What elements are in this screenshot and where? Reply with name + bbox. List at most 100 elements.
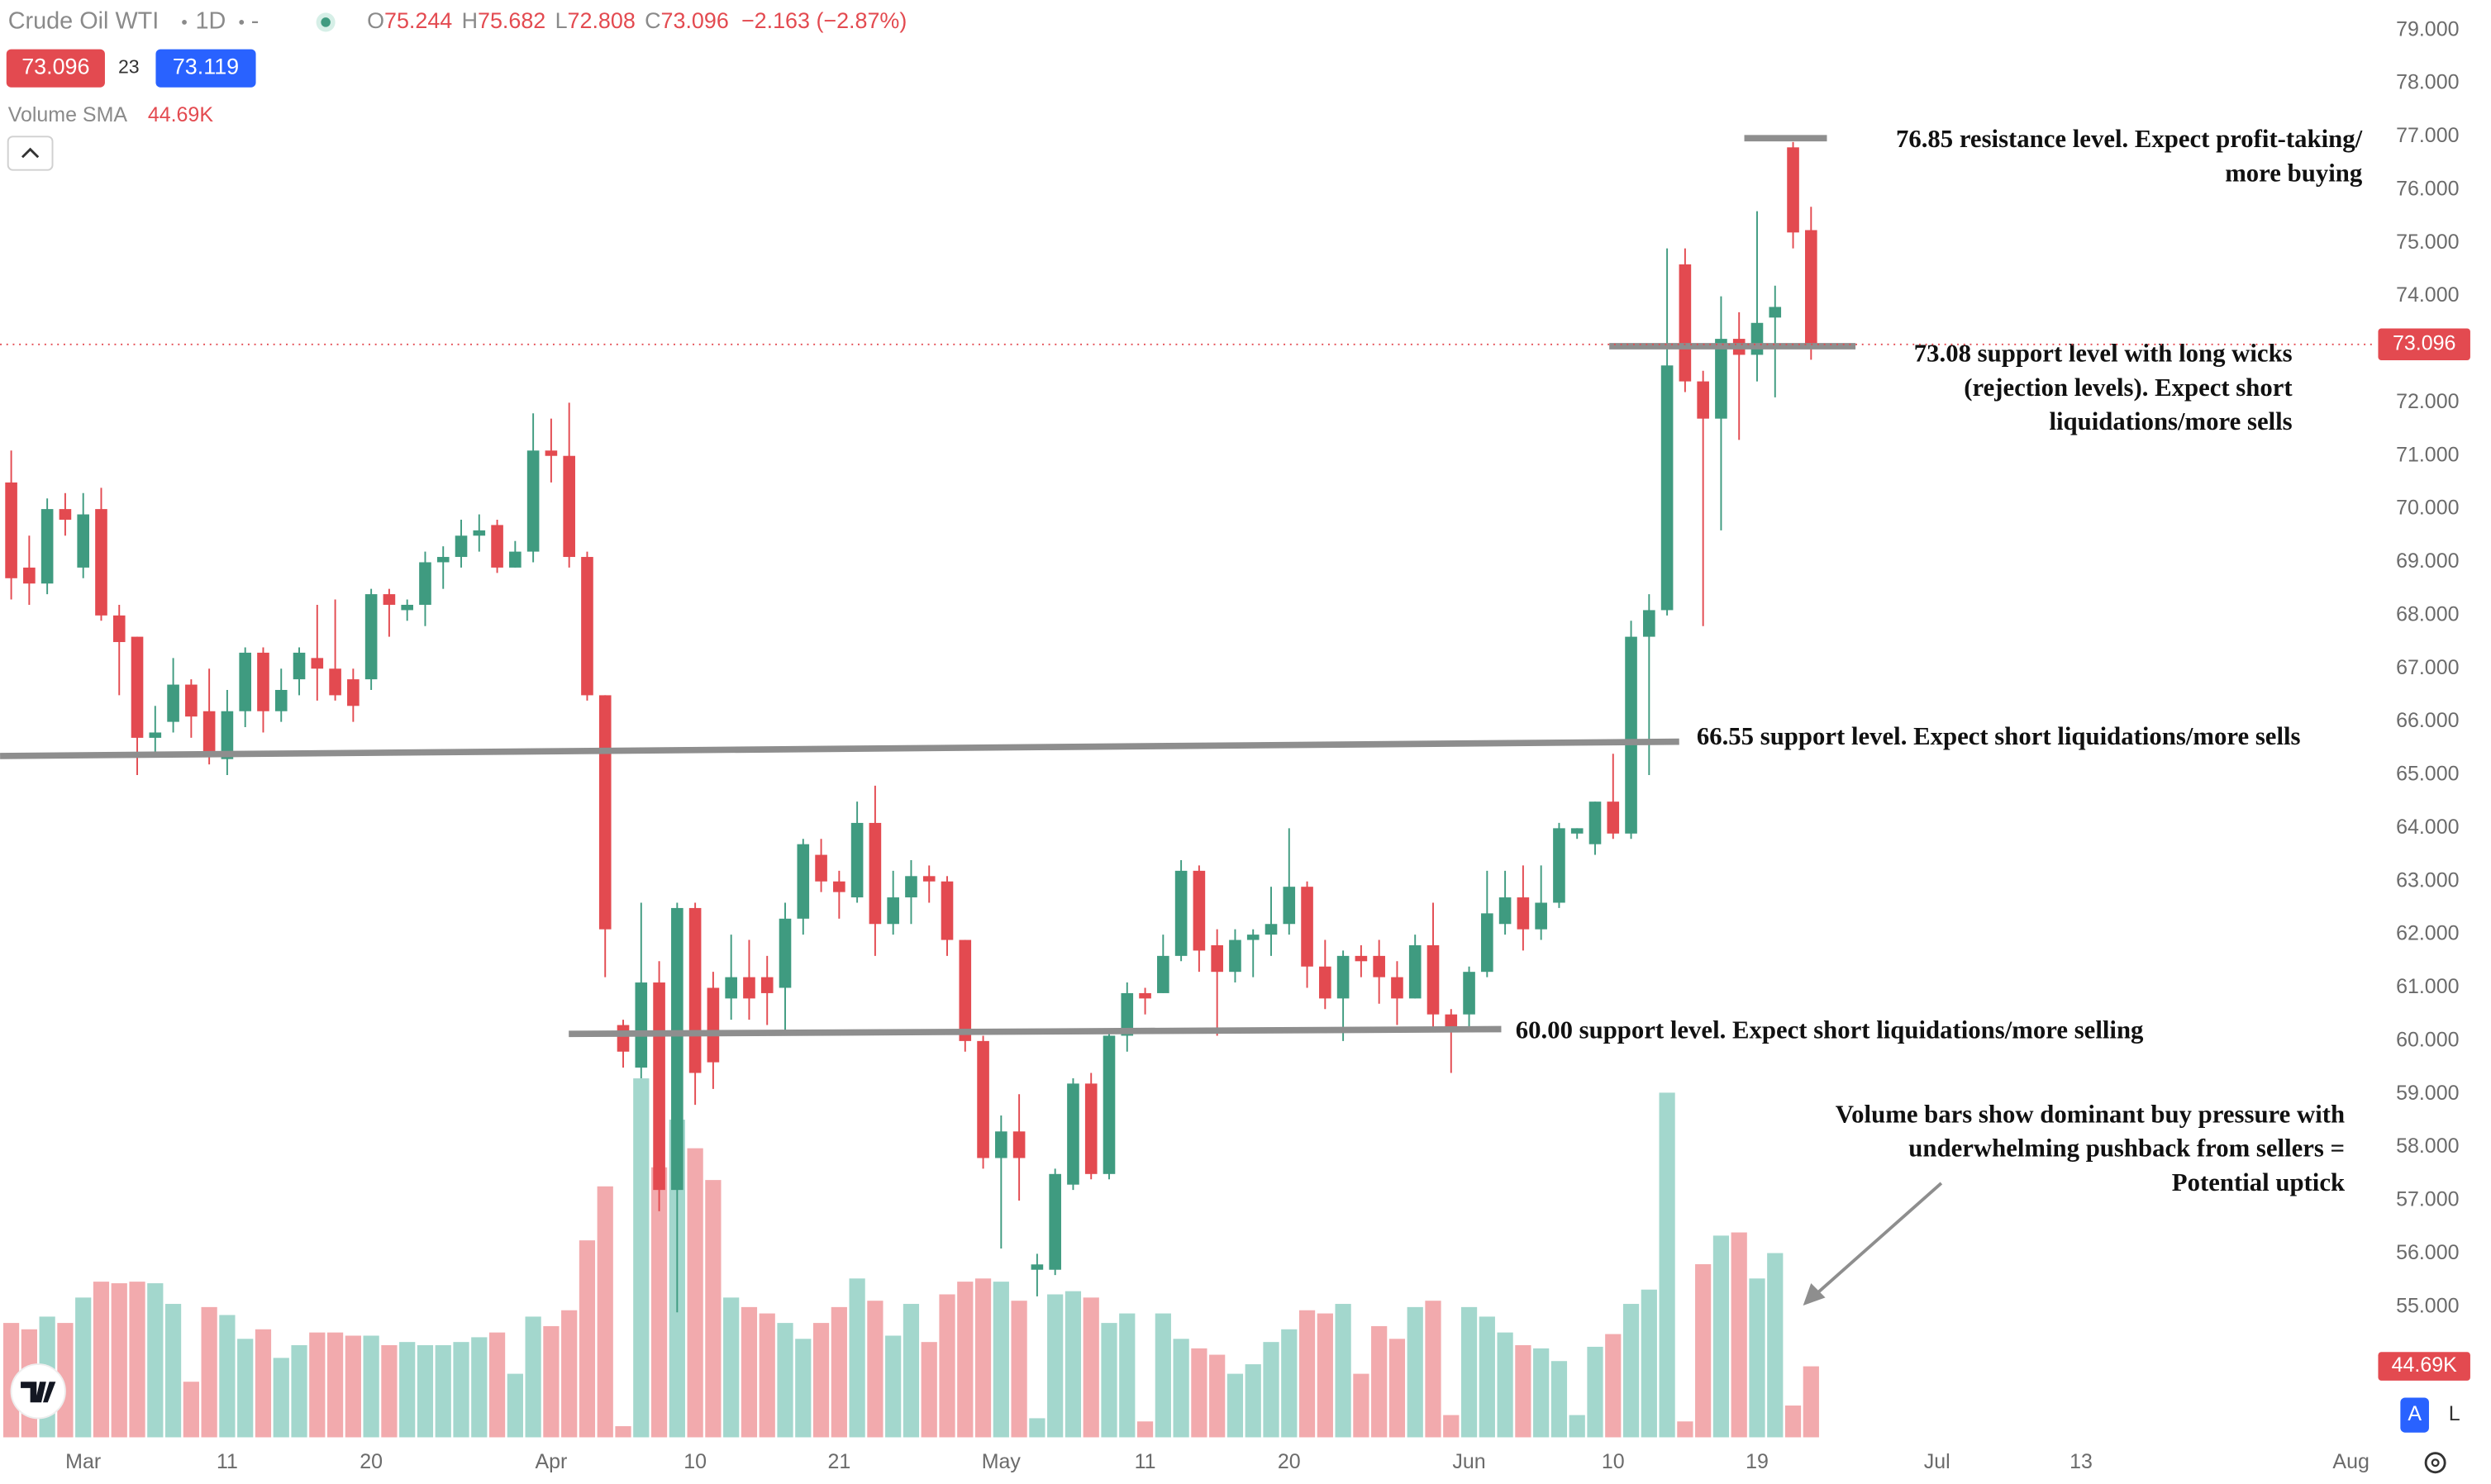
volume-bar bbox=[1803, 1366, 1819, 1438]
collapse-icon[interactable] bbox=[21, 147, 40, 159]
volume-bar bbox=[1317, 1313, 1333, 1438]
volume-bar bbox=[1029, 1418, 1045, 1438]
buy-price[interactable]: 73.119 bbox=[173, 55, 239, 79]
candle-body bbox=[383, 594, 396, 605]
sell-button[interactable] bbox=[6, 49, 105, 88]
candle-body bbox=[347, 679, 360, 706]
volume-bar bbox=[363, 1335, 379, 1438]
x-tick-label: Jun bbox=[1452, 1450, 1485, 1473]
y-tick-label: 69.000 bbox=[2396, 549, 2459, 573]
volume-bar bbox=[381, 1345, 398, 1438]
annotation: liquidations/more sells bbox=[2049, 407, 2292, 435]
candle-body bbox=[1301, 887, 1313, 967]
volume-bar bbox=[1263, 1342, 1279, 1438]
volume-bar bbox=[273, 1358, 289, 1438]
candle-body bbox=[364, 594, 378, 680]
y-tick-label: 62.000 bbox=[2396, 922, 2459, 945]
collapse-button[interactable] bbox=[7, 136, 54, 171]
volume-bar bbox=[147, 1283, 164, 1438]
candle-body bbox=[1607, 801, 1620, 834]
y-tick-label: 58.000 bbox=[2396, 1134, 2459, 1158]
sell-price[interactable]: 73.096 bbox=[21, 55, 89, 79]
volume-bar bbox=[1569, 1415, 1585, 1438]
candle-body bbox=[257, 652, 269, 711]
y-tick-label: 57.000 bbox=[2396, 1188, 2459, 1211]
volume-bar bbox=[1784, 1406, 1802, 1438]
volume-bar bbox=[1245, 1364, 1261, 1438]
volume-bar bbox=[1550, 1361, 1568, 1438]
candle-body bbox=[707, 987, 720, 1063]
candle-body bbox=[1355, 955, 1368, 962]
log-scale-label[interactable]: L bbox=[2449, 1402, 2460, 1425]
volume-bar bbox=[777, 1323, 793, 1438]
x-tick-label: May bbox=[982, 1450, 1022, 1473]
x-tick-label: 11 bbox=[217, 1450, 238, 1473]
candle-body bbox=[797, 844, 810, 919]
volume-bar bbox=[723, 1297, 740, 1438]
buy-button[interactable] bbox=[155, 49, 256, 88]
candle-body bbox=[149, 732, 162, 738]
symbol: Crude Oil WTI bbox=[8, 8, 160, 35]
ohlc-value: 75.244 bbox=[384, 8, 452, 33]
candle-body bbox=[1408, 944, 1422, 999]
source: - bbox=[251, 8, 260, 35]
annotation: Volume bars show dominant buy pressure w… bbox=[1836, 1100, 2345, 1128]
candle-body bbox=[941, 881, 954, 940]
annotation: (rejection levels). Expect short bbox=[1964, 373, 2293, 402]
candle-body bbox=[1643, 610, 1655, 637]
volume-bar bbox=[633, 1078, 650, 1438]
candle-body bbox=[617, 1025, 630, 1052]
logo-mark[interactable] bbox=[21, 1382, 56, 1403]
candle-body bbox=[329, 668, 341, 696]
volume-bar bbox=[507, 1373, 523, 1438]
volume-bar bbox=[1587, 1346, 1603, 1438]
volume-bar bbox=[1191, 1348, 1207, 1438]
candle-body bbox=[1265, 924, 1278, 935]
candle-body bbox=[833, 881, 845, 892]
candle-body bbox=[581, 557, 593, 696]
candle-body bbox=[922, 876, 936, 882]
volume-bar bbox=[164, 1304, 182, 1438]
candle-body bbox=[401, 604, 413, 611]
volume-bar bbox=[650, 1167, 668, 1438]
candle-body bbox=[1103, 1035, 1116, 1174]
volume-bar bbox=[399, 1342, 416, 1438]
candle-body bbox=[905, 876, 917, 898]
last-price-tag bbox=[2378, 328, 2470, 361]
y-tick-label: 65.000 bbox=[2396, 763, 2459, 786]
volume-bar bbox=[1407, 1306, 1423, 1438]
annotation: 66.55 support level. Expect short liquid… bbox=[1697, 722, 2301, 750]
last-price-label: 73.096 bbox=[2393, 331, 2455, 354]
volume-bar bbox=[885, 1335, 902, 1438]
candle-body bbox=[1517, 897, 1530, 930]
auto-scale-label[interactable]: A bbox=[2408, 1402, 2422, 1425]
candle-body bbox=[1463, 972, 1475, 1015]
volume-bar bbox=[183, 1382, 199, 1438]
candle-body bbox=[815, 854, 827, 882]
volume-bar bbox=[1641, 1289, 1657, 1438]
candle-body bbox=[221, 711, 234, 759]
auto-scale-button[interactable] bbox=[2400, 1397, 2429, 1433]
settings-icon[interactable] bbox=[2424, 1452, 2446, 1474]
annotations: 76.85 resistance level. Expect profit-ta… bbox=[1516, 125, 2363, 1196]
candle-body bbox=[869, 822, 882, 925]
settings-icon-core[interactable] bbox=[2431, 1458, 2440, 1467]
volume-bar bbox=[201, 1306, 217, 1438]
ohlc-legend: O75.244 H75.682 L72.808 C73.096 −2.163 (… bbox=[367, 8, 907, 33]
candle-body bbox=[473, 530, 486, 536]
candle-body bbox=[1660, 365, 1674, 611]
candle-body bbox=[1174, 870, 1188, 956]
volume-bar bbox=[453, 1342, 469, 1438]
candle-body bbox=[419, 562, 431, 605]
volume-bar bbox=[1622, 1304, 1640, 1438]
volume-bar bbox=[2, 1323, 20, 1438]
ohlc-value: 75.682 bbox=[478, 8, 545, 33]
candle-body bbox=[5, 482, 17, 578]
candle-body bbox=[725, 977, 737, 999]
candle-body bbox=[112, 615, 126, 643]
annotation: 73.08 support level with long wicks bbox=[1914, 340, 2293, 368]
x-tick-label: 20 bbox=[360, 1450, 383, 1473]
x-tick-label: Jul bbox=[1924, 1450, 1950, 1473]
candle-body bbox=[1373, 955, 1385, 977]
